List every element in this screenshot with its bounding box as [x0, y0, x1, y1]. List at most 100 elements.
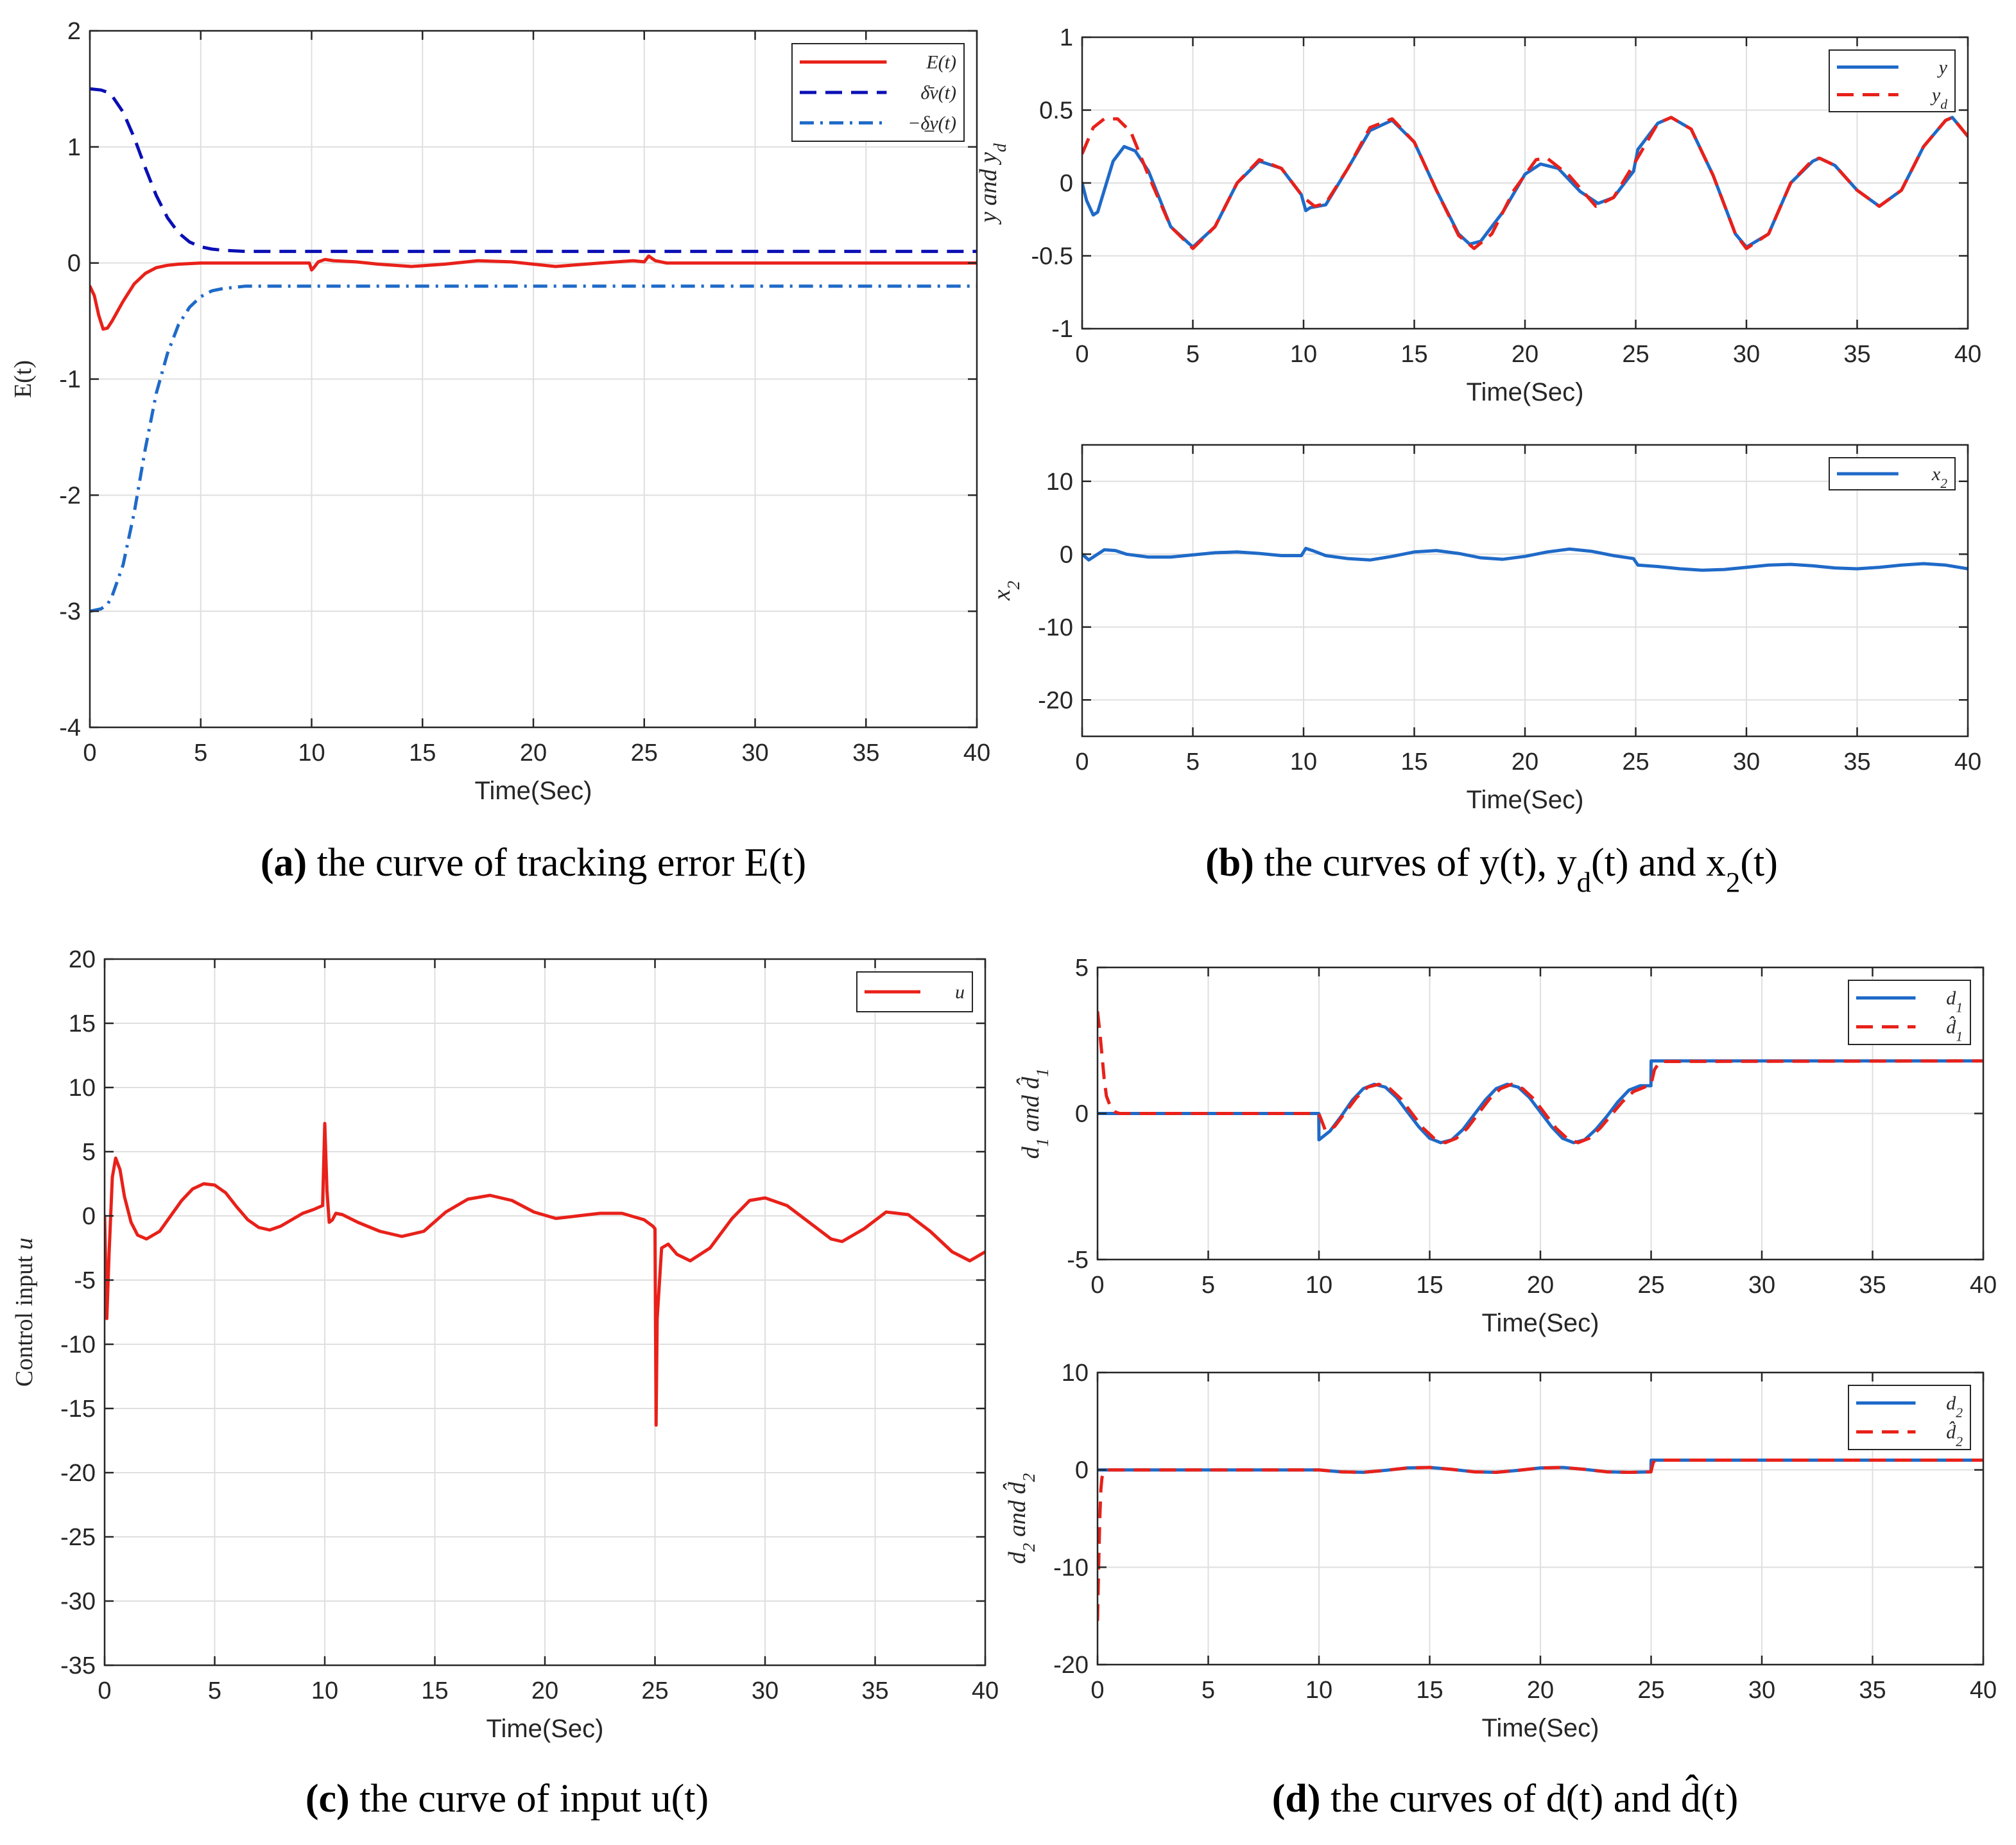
y-tick-label: -4 [59, 715, 81, 741]
x-axis-label: Time(Sec) [1482, 1714, 1599, 1742]
legend-label: d̂2 [1946, 1421, 1963, 1449]
x-tick-label: 35 [1843, 341, 1870, 368]
y-tick-label: 0.5 [1039, 98, 1073, 125]
y-tick-label: -2 [59, 482, 81, 509]
x-axis-label: Time(Sec) [1482, 1309, 1599, 1337]
y-tick-label: -15 [60, 1396, 96, 1423]
y-tick-label: -20 [1038, 687, 1073, 714]
x-tick-label: 40 [972, 1677, 999, 1704]
x-tick-label: 10 [1305, 1272, 1332, 1299]
y-axis-label: y and yd [975, 143, 1010, 225]
x-tick-label: 0 [83, 740, 96, 767]
x-tick-label: 10 [1290, 749, 1317, 775]
series-line-b1-1 [1082, 116, 1968, 250]
x-tick-label: 5 [1186, 749, 1200, 775]
series-line-d1-0 [1098, 1059, 1983, 1145]
x-tick-label: 40 [963, 740, 990, 767]
x-tick-label: 25 [1637, 1677, 1664, 1704]
y-tick-label: 10 [69, 1075, 96, 1102]
series-group [1082, 546, 1968, 572]
x-tick-label: 20 [531, 1677, 558, 1704]
x-axis-label: Time(Sec) [487, 1715, 604, 1743]
legend-label: E(t) [926, 52, 956, 73]
legend-label: δ̄ν(t) [920, 82, 956, 103]
y-tick-label: -5 [74, 1267, 96, 1294]
series-group [105, 1122, 985, 1427]
y-tick-label: -1 [1051, 316, 1073, 343]
x-tick-label: 15 [1400, 341, 1427, 368]
y-tick-label: -30 [60, 1588, 96, 1615]
series-group [1098, 1459, 1983, 1621]
x-axis-label: Time(Sec) [475, 777, 592, 805]
legend-label: d̂1 [1946, 1016, 1963, 1044]
legend-label: d1 [1946, 988, 1963, 1016]
series-line-c-0 [105, 1122, 985, 1427]
legend: u [856, 971, 973, 1012]
legend-label: d2 [1946, 1393, 1963, 1421]
caption-c: (c) the curve of input u(t) [306, 1777, 709, 1821]
y-tick-label: -35 [60, 1652, 96, 1679]
legend-label: x2 [1931, 463, 1947, 491]
x-tick-label: 40 [1954, 749, 1981, 775]
x-tick-label: 30 [1733, 341, 1760, 368]
y-tick-label: -1 [59, 367, 81, 394]
x-tick-label: 10 [1305, 1677, 1332, 1704]
x-tick-label: 5 [1186, 341, 1200, 368]
x-tick-label: 40 [1970, 1677, 1997, 1704]
legend-label: yd [1930, 85, 1947, 112]
y-tick-label: -20 [1053, 1652, 1089, 1679]
x-tick-label: 15 [1400, 749, 1427, 775]
caption-d: (d) the curves of d(t) and d̂(t) [1272, 1774, 1739, 1821]
chart-a: 0 5 10 15 20 25 30 35 40 -4 -3 -2 -1 0 1 2 Time(Sec) E(t)… [10, 18, 990, 805]
y-tick-label: 15 [69, 1010, 96, 1037]
series-line-d1-1 [1098, 1011, 1983, 1145]
y-tick-label: 0 [1075, 1457, 1089, 1484]
x-tick-label: 10 [311, 1677, 338, 1704]
legend: x2 [1829, 457, 1956, 491]
x-tick-label: 30 [1733, 749, 1760, 775]
series-group [90, 87, 977, 613]
chart-b1: 0 5 10 15 20 25 30 35 40 -1 -0.5 0 0.5 1 Time(Sec) y an… [975, 24, 1981, 406]
y-tick-label: 5 [1075, 955, 1089, 982]
x-tick-label: 35 [852, 740, 879, 767]
legend: y yd [1829, 49, 1956, 112]
legend-label: −δ̲ν(t) [908, 112, 956, 134]
y-tick-label: -3 [59, 598, 81, 625]
x-tick-label: 10 [1290, 341, 1317, 368]
y-tick-label: -10 [60, 1331, 96, 1358]
legend-box [1848, 1385, 1971, 1450]
x-tick-label: 20 [1527, 1677, 1554, 1704]
series-line-a-2 [90, 284, 977, 613]
x-tick-label: 25 [1622, 341, 1649, 368]
y-tick-label: -25 [60, 1524, 96, 1551]
x-tick-label: 30 [741, 740, 768, 767]
chart-d2: 0 5 10 15 20 25 30 35 40 -20 -10 0 10 Time(Sec) d2 and… [1003, 1360, 1997, 1742]
x-tick-label: 40 [1970, 1272, 1997, 1299]
x-tick-label: 40 [1954, 341, 1981, 368]
series-line-a-0 [90, 254, 977, 331]
y-tick-label: 1 [67, 134, 81, 161]
x-tick-label: 25 [641, 1677, 668, 1704]
caption-b: (b) the curves of y(t), yd(t) and x2(t) [1205, 841, 1778, 898]
y-axis-label: d1 and d̂1 [1016, 1068, 1052, 1159]
y-axis-label: x2 [988, 580, 1023, 601]
x-tick-label: 15 [1416, 1677, 1443, 1704]
y-tick-label: 0 [1060, 170, 1073, 197]
x-axis-label: Time(Sec) [1467, 786, 1584, 814]
x-tick-label: 25 [1622, 749, 1649, 775]
y-tick-label: 5 [82, 1139, 96, 1166]
x-axis-label: Time(Sec) [1467, 378, 1584, 406]
y-tick-label: 0 [82, 1203, 96, 1230]
x-tick-label: 10 [298, 740, 325, 767]
x-tick-label: 25 [631, 740, 658, 767]
y-tick-label: 2 [67, 18, 81, 45]
x-tick-label: 20 [520, 740, 547, 767]
x-tick-label: 25 [1637, 1272, 1664, 1299]
series-line-b2-0 [1082, 546, 1968, 572]
y-tick-label: 0 [1060, 541, 1073, 568]
y-tick-label: 10 [1062, 1360, 1089, 1387]
y-tick-label: 20 [69, 946, 96, 973]
x-tick-label: 20 [1512, 341, 1538, 368]
legend: E(t) δ̄ν(t) −δ̲ν(t) [791, 43, 965, 142]
